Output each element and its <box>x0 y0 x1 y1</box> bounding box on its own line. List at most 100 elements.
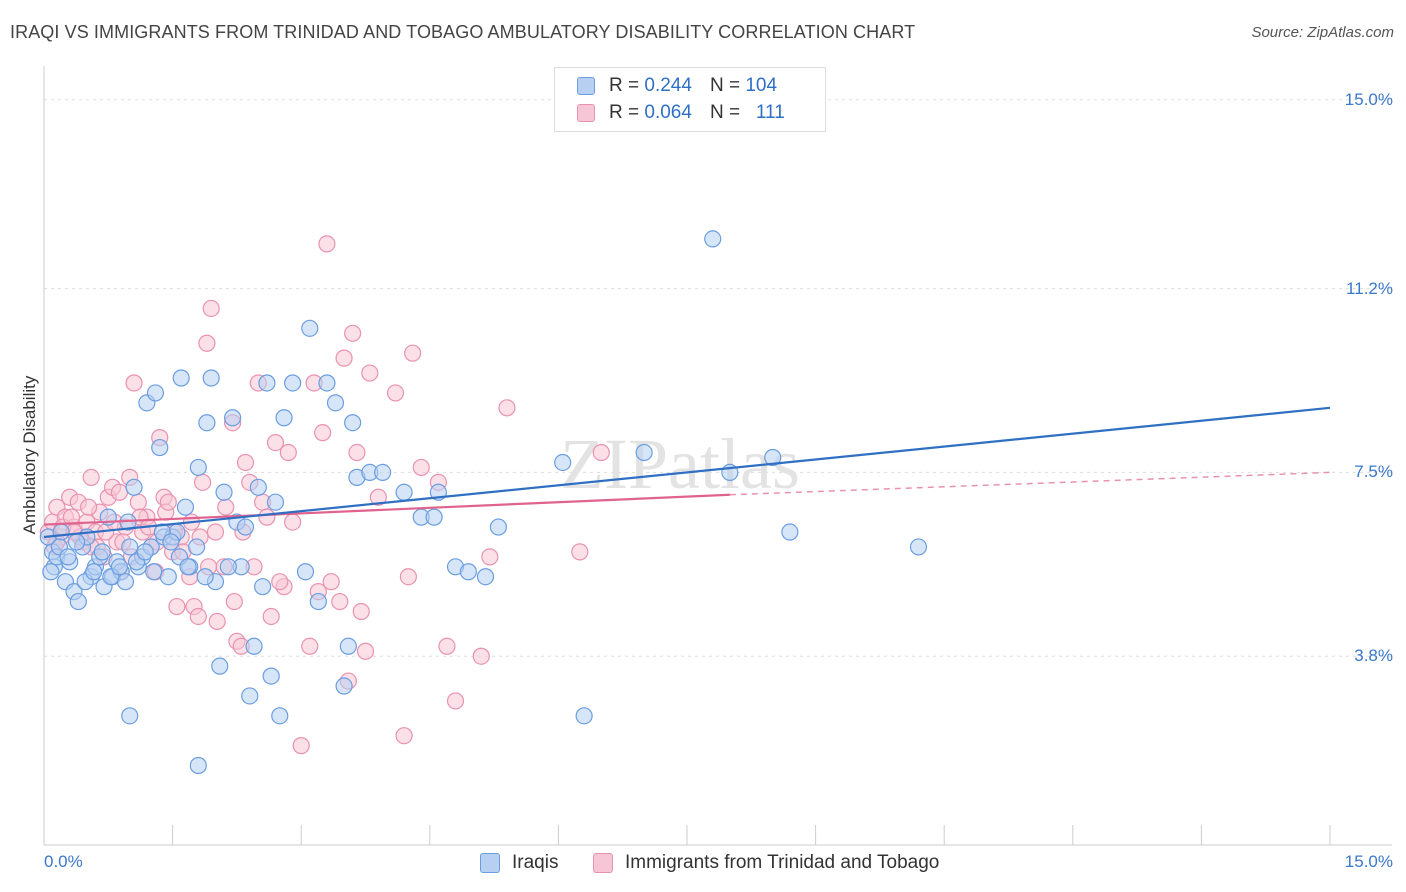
n-label: N = <box>709 102 741 123</box>
point-iraqis <box>309 592 327 611</box>
point-iraqis <box>189 756 207 775</box>
point-trinidad <box>335 349 353 367</box>
point-iraqis <box>296 563 315 581</box>
point-trinidad <box>412 458 430 477</box>
legend-row-trinidad: R = 0.064 N = 111 <box>577 100 785 126</box>
point-iraqis <box>93 543 111 561</box>
point-trinidad <box>438 637 456 655</box>
axes <box>43 66 1392 846</box>
legend-item-trinidad: Immigrants from Trinidad and Tobago <box>593 852 939 874</box>
point-trinidad <box>348 443 366 462</box>
n-label: N = <box>709 75 741 96</box>
point-trinidad <box>82 468 100 486</box>
point-iraqis <box>172 369 190 387</box>
point-iraqis <box>459 563 477 581</box>
point-iraqis <box>219 558 237 576</box>
trend-lines <box>43 406 1331 539</box>
point-trinidad <box>292 737 310 755</box>
point-iraqis <box>339 637 357 655</box>
point-trinidad <box>225 592 243 611</box>
point-trinidad <box>322 573 340 591</box>
point-trinidad <box>446 692 465 710</box>
point-trinidad <box>314 424 332 442</box>
point-trinidad <box>331 592 349 611</box>
y-tick-label: 15.0% <box>1344 89 1393 109</box>
legend-label-trinidad: Immigrants from Trinidad and Tobago <box>625 852 940 873</box>
point-trinidad <box>592 443 610 462</box>
point-trinidad <box>472 647 490 665</box>
source-label: Source: ZipAtlas.com <box>1251 24 1394 41</box>
point-trinidad <box>386 384 405 402</box>
point-trinidad <box>271 573 289 591</box>
point-trinidad <box>110 483 129 501</box>
point-iraqis <box>202 369 220 387</box>
point-iraqis <box>151 438 169 457</box>
point-iraqis <box>344 414 362 432</box>
point-iraqis <box>145 563 163 581</box>
point-trinidad <box>318 235 336 253</box>
x-tick-min: 0.0% <box>44 852 83 871</box>
point-trinidad <box>168 597 186 616</box>
legend-swatch-trinidad <box>577 104 595 122</box>
point-iraqis <box>266 493 285 511</box>
point-iraqis <box>196 568 214 586</box>
point-trinidad <box>395 727 413 745</box>
point-iraqis <box>489 518 507 536</box>
trendline-trinidad <box>43 493 730 526</box>
y-tick-label: 11.2% <box>1346 278 1393 298</box>
chart-title: IRAQI VS IMMIGRANTS FROM TRINIDAD AND TO… <box>10 22 916 42</box>
point-trinidad <box>266 433 285 452</box>
point-iraqis <box>909 538 928 556</box>
point-iraqis <box>425 508 443 526</box>
point-trinidad <box>344 324 362 342</box>
y-tick-label: 7.5% <box>1354 462 1393 482</box>
x-tick-max: 15.0% <box>1344 852 1393 871</box>
point-trinidad <box>262 607 280 626</box>
stats-legend: R = 0.244 N = 104 R = 0.064 N = 111 <box>554 67 826 132</box>
point-trinidad <box>356 642 375 660</box>
point-iraqis <box>262 667 280 685</box>
point-trinidad <box>206 523 225 541</box>
n-value-iraqis: 104 <box>745 75 778 96</box>
point-iraqis <box>146 384 165 402</box>
point-iraqis <box>52 523 70 541</box>
series-trinidad-points <box>39 235 610 755</box>
point-trinidad <box>217 498 235 516</box>
point-trinidad <box>404 344 422 362</box>
point-iraqis <box>42 563 60 581</box>
point-trinidad <box>399 568 417 586</box>
r-label: R = <box>609 75 640 96</box>
point-iraqis <box>189 458 207 477</box>
point-iraqis <box>211 657 229 675</box>
point-trinidad <box>498 399 516 417</box>
point-trinidad <box>258 508 276 526</box>
point-iraqis <box>575 707 593 725</box>
point-iraqis <box>335 677 353 695</box>
point-trinidad <box>208 612 226 631</box>
point-trinidad <box>284 513 302 531</box>
point-iraqis <box>198 414 216 432</box>
point-iraqis <box>116 573 135 591</box>
legend-swatch-iraqis <box>480 853 500 873</box>
point-iraqis <box>284 374 302 392</box>
point-iraqis <box>69 592 87 611</box>
y-tick-label: 3.8% <box>1354 646 1393 666</box>
point-iraqis <box>59 548 77 566</box>
point-iraqis <box>179 558 197 576</box>
point-iraqis <box>162 533 180 551</box>
point-trinidad <box>236 453 255 472</box>
legend-row-iraqis: R = 0.244 N = 104 <box>577 73 777 99</box>
point-trinidad <box>129 493 147 511</box>
r-value-trinidad: 0.064 <box>644 102 692 123</box>
point-iraqis <box>275 409 293 427</box>
point-trinidad <box>202 299 220 318</box>
point-iraqis <box>635 443 653 462</box>
r-label: R = <box>609 102 640 123</box>
point-iraqis <box>476 568 495 586</box>
point-trinidad <box>369 488 387 506</box>
point-trinidad <box>481 548 499 566</box>
point-iraqis <box>704 230 722 248</box>
n-value-trinidad: 111 <box>755 102 785 123</box>
point-iraqis <box>781 523 799 541</box>
trendline-iraqis <box>43 406 1331 539</box>
